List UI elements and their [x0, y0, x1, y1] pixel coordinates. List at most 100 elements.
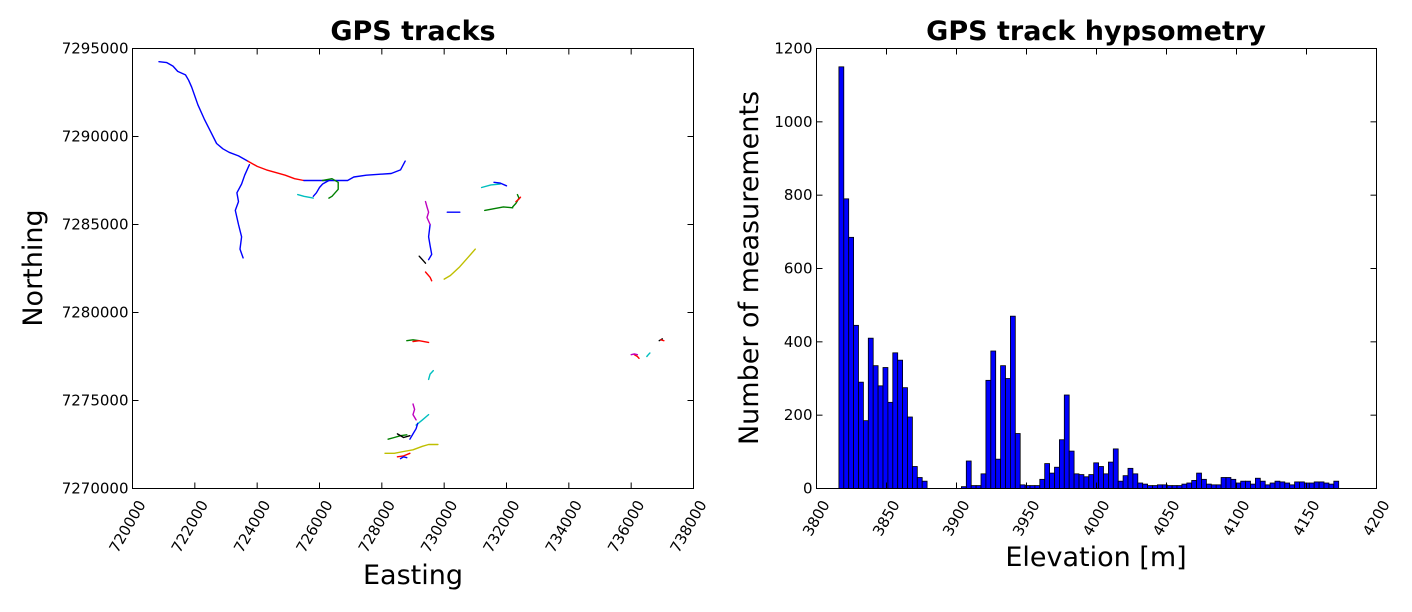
histogram-bar [1098, 466, 1104, 489]
histogram-bar [897, 359, 904, 489]
histogram-bar [1019, 484, 1026, 489]
histogram-bar [990, 350, 997, 489]
histogram-bar [1181, 483, 1188, 489]
histogram-bar [907, 416, 913, 489]
gps-tracks-title: GPS tracks [330, 16, 495, 47]
histogram-bar [1103, 473, 1109, 489]
gps-track-line [303, 160, 406, 182]
gps-track-line [158, 61, 249, 162]
histogram-bar [1299, 481, 1305, 489]
gps-track-line [427, 369, 434, 381]
histogram-bar [1127, 467, 1134, 489]
histogram-bar [1206, 483, 1212, 489]
histogram-bar [1078, 474, 1085, 489]
y-tick-label: 7290000 [62, 128, 129, 146]
x-tick-label: 724000 [230, 497, 274, 556]
x-tick-label: 736000 [604, 497, 648, 556]
gps-track-line [297, 193, 314, 199]
histogram-bar [1196, 472, 1202, 489]
histogram-bar [1063, 394, 1070, 489]
y-tick-label: 400 [784, 333, 813, 351]
gps-track-line [399, 456, 408, 460]
histogram-bar [882, 367, 889, 489]
y-tick-label: 7270000 [62, 480, 129, 498]
histogram-bar [1142, 483, 1148, 489]
gps-track-line [312, 179, 330, 198]
histogram-bar [838, 66, 845, 489]
histogram-bar [1005, 378, 1011, 489]
histogram-bar [1284, 482, 1291, 489]
histogram-bar [1269, 482, 1276, 489]
histogram-bar [867, 337, 874, 489]
histogram-bar [848, 236, 855, 489]
gps-track-line [424, 271, 433, 282]
gps-track-line [427, 223, 433, 261]
gps-track-line [234, 163, 251, 259]
hypsometry-ylabel: Number of measurements [734, 91, 765, 445]
gps-track-line [515, 196, 522, 203]
y-tick-label: 7280000 [62, 304, 129, 322]
x-tick-label: 3800 [799, 497, 834, 539]
histogram-bar [1289, 484, 1295, 489]
hypsometry-panel: GPS track hypsometry 3800 3850 3900 3950 400… [734, 16, 1394, 573]
histogram-bar [965, 460, 972, 489]
x-tick-label: 732000 [479, 497, 523, 556]
gps-track-line [493, 181, 508, 187]
histogram-bar [872, 365, 879, 489]
gps-tracks-ticks: 720000 722000 724000 726000 728000 730000 7320… [62, 40, 711, 556]
histogram-bar [1210, 484, 1217, 489]
gps-tracks-plot-frame [132, 48, 694, 489]
histogram-bar [1333, 480, 1340, 489]
histogram-bar [1054, 466, 1060, 489]
x-tick-label: 3950 [1009, 497, 1044, 539]
histogram-bar [1122, 475, 1129, 489]
gps-track-line [384, 443, 439, 454]
x-tick-label: 720000 [105, 497, 149, 556]
gps-tracks-ylabel: Northing [18, 209, 49, 326]
histogram-bar [843, 198, 850, 489]
histogram-bar [1274, 480, 1281, 489]
x-tick-label: 4150 [1289, 497, 1324, 539]
histogram-bar [1108, 461, 1114, 489]
histogram-bar [1083, 476, 1090, 489]
hypsometry-plot-frame [816, 48, 1377, 489]
x-tick-label: 726000 [292, 497, 336, 556]
histogram-bar [1000, 365, 1006, 489]
gps-track-line [646, 352, 651, 358]
gps-track-line [418, 255, 427, 264]
histogram-bar [1010, 315, 1016, 489]
histogram-bar [1059, 439, 1065, 489]
histogram-bar [1230, 478, 1237, 489]
gps-track-line [412, 340, 430, 344]
x-tick-label: 3900 [939, 497, 974, 539]
x-tick-label: 4000 [1079, 497, 1114, 539]
histogram-bar [863, 420, 869, 489]
gps-track-line [396, 433, 411, 439]
y-tick-label: 7295000 [62, 40, 129, 58]
histogram-bar [1250, 483, 1256, 489]
y-tick-label: 0 [803, 480, 813, 498]
x-tick-label: 4050 [1149, 497, 1184, 539]
x-tick-label: 722000 [168, 497, 212, 556]
gps-track-line [480, 183, 501, 189]
x-tick-label: 738000 [666, 497, 710, 556]
histogram-bar [902, 387, 908, 489]
histogram-bar [1191, 480, 1197, 489]
histogram-bar [1117, 480, 1124, 489]
gps-track-line [412, 403, 417, 421]
histogram-bar [1240, 480, 1246, 489]
histogram-bar [1068, 450, 1075, 489]
histogram-bar [995, 458, 1002, 489]
histogram-bar [1137, 482, 1144, 489]
histogram-bar [912, 466, 918, 489]
histogram-bar [1132, 473, 1139, 489]
y-tick-label: 200 [784, 406, 813, 424]
hypsometry-xlabel: Elevation [m] [1005, 542, 1186, 573]
histogram-bar [1225, 477, 1232, 489]
x-tick-label: 4200 [1359, 497, 1394, 539]
histogram-bar [892, 352, 899, 489]
histogram-bar [1088, 474, 1095, 489]
histogram-bar [1157, 484, 1163, 489]
y-tick-label: 1200 [774, 40, 812, 58]
gps-tracks-panel: GPS tracks 720000 722000 724000 726000 72800… [18, 16, 711, 591]
